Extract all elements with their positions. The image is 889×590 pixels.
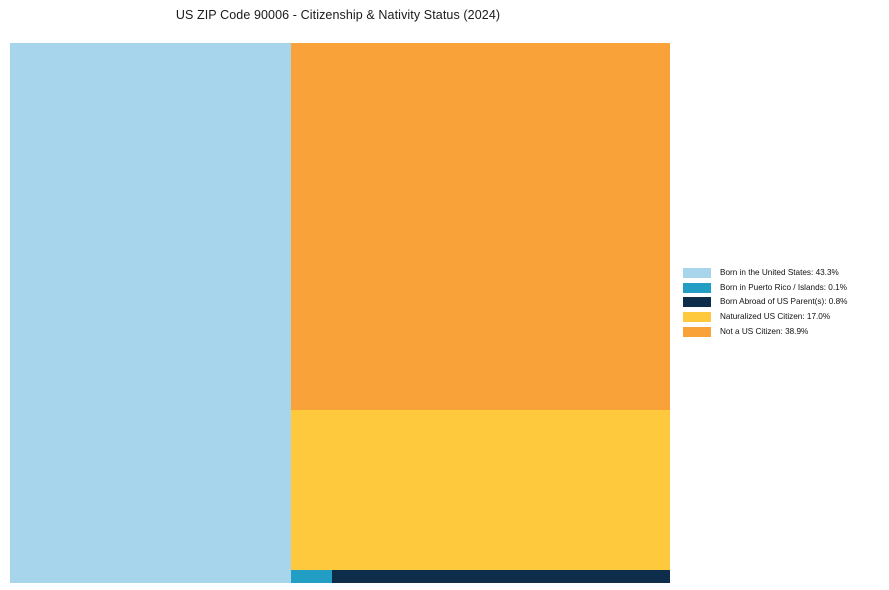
- treemap-plot-area: [10, 43, 670, 583]
- legend-item-naturalized-us-citizen[interactable]: Naturalized US Citizen: 17.0%: [683, 310, 883, 325]
- legend-item-label: Born in Puerto Rico / Islands: 0.1%: [720, 282, 847, 292]
- treemap-tile-born-in-the-united-states[interactable]: [10, 43, 291, 583]
- legend-swatch-icon: [683, 268, 711, 279]
- legend-swatch-icon: [683, 297, 711, 308]
- chart-title: US ZIP Code 90006 - Citizenship & Nativi…: [175, 8, 501, 22]
- legend-item-label: Naturalized US Citizen: 17.0%: [720, 311, 831, 321]
- chart-legend: Born in the United States: 43.3% Born in…: [683, 266, 883, 339]
- legend-item-label: Born Abroad of US Parent(s): 0.8%: [720, 297, 848, 307]
- legend-item-born-abroad-of-us-parents[interactable]: Born Abroad of US Parent(s): 0.8%: [683, 295, 883, 310]
- treemap-tile-not-a-us-citizen[interactable]: [291, 43, 670, 410]
- legend-swatch-icon: [683, 326, 711, 337]
- legend-swatch-icon: [683, 312, 711, 323]
- legend-item-label: Born in the United States: 43.3%: [720, 268, 839, 278]
- legend-item-label: Not a US Citizen: 38.9%: [720, 326, 809, 336]
- legend-item-born-in-puerto-rico-islands[interactable]: Born in Puerto Rico / Islands: 0.1%: [683, 281, 883, 296]
- treemap-tile-naturalized-us-citizen[interactable]: [291, 410, 670, 570]
- treemap-tile-born-in-puerto-rico-islands[interactable]: [291, 570, 332, 583]
- legend-item-born-in-the-united-states[interactable]: Born in the United States: 43.3%: [683, 266, 883, 281]
- legend-swatch-icon: [683, 282, 711, 293]
- treemap-tile-born-abroad-of-us-parents[interactable]: [332, 570, 670, 583]
- legend-item-not-a-us-citizen[interactable]: Not a US Citizen: 38.9%: [683, 324, 883, 339]
